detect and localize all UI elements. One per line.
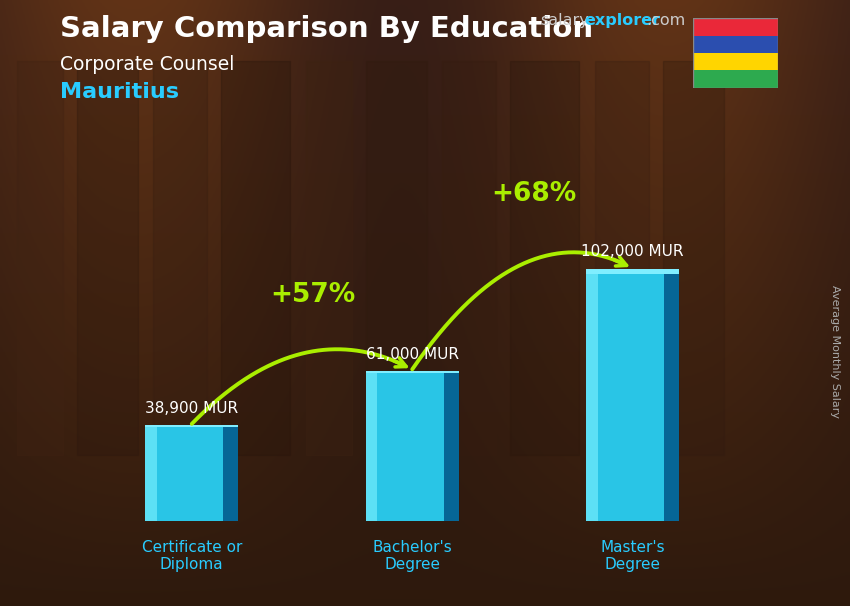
Bar xyxy=(693,53,778,70)
Text: 102,000 MUR: 102,000 MUR xyxy=(581,244,684,259)
Bar xyxy=(444,370,458,521)
Bar xyxy=(17,61,63,455)
Bar xyxy=(693,18,778,36)
Bar xyxy=(693,36,778,53)
Text: Mauritius: Mauritius xyxy=(60,82,178,102)
Text: 38,900 MUR: 38,900 MUR xyxy=(145,402,238,416)
Text: Corporate Counsel: Corporate Counsel xyxy=(60,55,234,73)
Text: explorer: explorer xyxy=(584,13,660,28)
Bar xyxy=(366,370,458,373)
Bar xyxy=(510,61,579,455)
Bar xyxy=(664,269,679,521)
Bar xyxy=(153,61,207,455)
Bar xyxy=(366,61,427,455)
Bar xyxy=(224,425,238,521)
Bar xyxy=(442,61,496,455)
Text: +68%: +68% xyxy=(491,181,576,207)
Bar xyxy=(366,370,377,521)
Text: Salary Comparison By Education: Salary Comparison By Education xyxy=(60,15,592,43)
Bar xyxy=(366,370,458,521)
Bar xyxy=(76,61,138,455)
Text: .com: .com xyxy=(646,13,685,28)
Bar xyxy=(693,70,778,88)
Bar xyxy=(221,61,290,455)
Bar xyxy=(145,425,238,521)
Text: Average Monthly Salary: Average Monthly Salary xyxy=(830,285,840,418)
Text: +57%: +57% xyxy=(270,282,355,308)
Bar xyxy=(586,269,679,521)
Bar xyxy=(145,425,238,427)
Text: salary: salary xyxy=(540,13,588,28)
Bar xyxy=(663,61,724,455)
Bar xyxy=(586,269,679,274)
Text: 61,000 MUR: 61,000 MUR xyxy=(366,347,459,362)
Bar xyxy=(595,61,649,455)
Bar xyxy=(145,425,156,521)
Bar xyxy=(306,61,352,455)
Bar xyxy=(586,269,598,521)
